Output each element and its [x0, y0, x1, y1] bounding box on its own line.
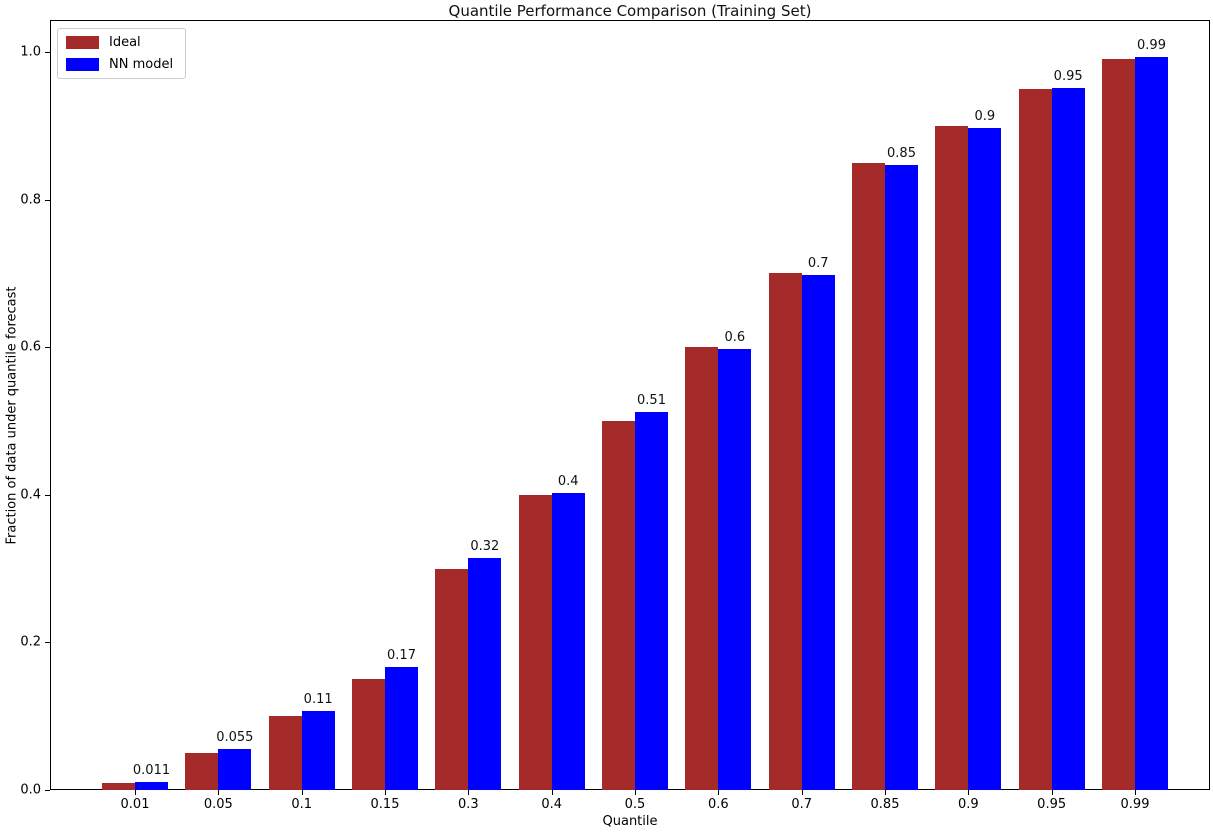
- x-tick-mark: [301, 790, 303, 795]
- bar-value-label: 0.4: [557, 473, 579, 489]
- bar-value-label: 0.85: [887, 145, 916, 161]
- bar-value-label: 0.9: [974, 109, 996, 125]
- x-tick-label: 0.85: [870, 797, 900, 812]
- bar-ideal: [268, 716, 302, 790]
- x-tick-label: 0.6: [707, 797, 729, 812]
- bar-value-label: 0.51: [637, 393, 666, 409]
- bar-ideal: [602, 421, 635, 790]
- bar-nn-model: [385, 667, 418, 790]
- bar-ideal: [102, 782, 135, 790]
- bar-nn-model: [801, 274, 835, 790]
- y-tick-mark: [45, 642, 50, 644]
- bar-ideal: [852, 162, 885, 790]
- legend-entry: NN model: [66, 57, 173, 72]
- bar-nn-model: [718, 349, 752, 790]
- legend-label: NN model: [109, 57, 174, 72]
- x-tick-label: 0.01: [120, 797, 150, 812]
- x-tick-mark: [718, 790, 720, 795]
- bar-value-label: 0.055: [216, 730, 254, 746]
- x-tick-mark: [1051, 790, 1053, 795]
- x-tick-mark: [801, 790, 803, 795]
- x-tick-label: 0.7: [791, 797, 812, 812]
- y-tick-mark: [45, 347, 50, 349]
- bar-nn-model: [468, 557, 502, 790]
- y-tick-label: 1.0: [20, 44, 41, 60]
- legend-swatch: [66, 58, 99, 71]
- legend-label: Ideal: [109, 35, 141, 50]
- bar-value-label: 0.95: [1053, 69, 1083, 85]
- x-tick-label: 0.4: [541, 797, 562, 812]
- bar-ideal: [685, 347, 719, 790]
- bar-nn-model: [1051, 88, 1085, 790]
- x-tick-mark: [385, 790, 386, 795]
- x-tick-label: 0.9: [957, 797, 979, 812]
- y-axis-label: Fraction of data under quantile forecast: [4, 286, 20, 545]
- x-tick-mark: [635, 790, 636, 795]
- x-tick-mark: [885, 790, 886, 795]
- x-tick-label: 0.1: [291, 797, 312, 812]
- y-tick-mark: [45, 199, 50, 201]
- bar-nn-model: [968, 128, 1002, 790]
- legend: Ideal NN model: [57, 28, 187, 79]
- x-tick-mark: [218, 790, 220, 795]
- x-tick-label: 0.15: [370, 797, 400, 812]
- bar-nn-model: [1135, 57, 1168, 790]
- y-tick-mark: [45, 494, 50, 496]
- x-tick-mark: [551, 790, 553, 795]
- x-tick-mark: [135, 790, 136, 795]
- bar-ideal: [352, 679, 385, 790]
- bar-value-label: 0.99: [1137, 38, 1166, 54]
- x-tick-mark: [968, 790, 970, 795]
- bar-ideal: [185, 753, 219, 790]
- y-tick-mark: [45, 790, 50, 791]
- x-axis-label: Quantile: [602, 814, 658, 829]
- x-tick-mark: [468, 790, 470, 795]
- bar-nn-model: [218, 749, 252, 790]
- y-tick-label: 0.6: [20, 339, 41, 355]
- y-tick-label: 0.2: [20, 634, 41, 650]
- chart-title: Quantile Performance Comparison (Trainin…: [448, 2, 812, 20]
- legend-entry: Ideal: [66, 35, 173, 50]
- bar-ideal: [1018, 88, 1052, 790]
- bar-value-label: 0.11: [303, 692, 333, 708]
- bar-nn-model: [635, 412, 668, 790]
- x-tick-label: 0.05: [203, 797, 233, 812]
- bar-ideal: [435, 568, 469, 790]
- bar-value-label: 0.32: [470, 538, 500, 554]
- bar-value-label: 0.6: [724, 330, 746, 346]
- bar-ideal: [518, 494, 552, 790]
- bar-value-label: 0.011: [132, 762, 171, 778]
- legend-swatch: [66, 36, 99, 49]
- bar-nn-model: [301, 711, 335, 790]
- y-tick-label: 0.0: [20, 782, 41, 798]
- bar-value-label: 0.7: [807, 255, 829, 271]
- y-tick-mark: [45, 52, 50, 54]
- x-tick-label: 0.99: [1120, 797, 1150, 812]
- bar-value-label: 0.17: [387, 648, 416, 664]
- bar-ideal: [935, 125, 969, 790]
- bar-nn-model: [135, 781, 168, 790]
- y-tick-label: 0.8: [20, 192, 41, 208]
- bar-ideal: [768, 273, 802, 790]
- x-tick-mark: [1135, 790, 1136, 795]
- x-tick-label: 0.3: [457, 797, 479, 812]
- bar-nn-model: [551, 492, 585, 790]
- y-tick-label: 0.4: [20, 487, 41, 503]
- bar-nn-model: [885, 164, 918, 790]
- x-tick-label: 0.95: [1037, 797, 1067, 812]
- bar-ideal: [1102, 59, 1135, 790]
- x-tick-label: 0.5: [624, 797, 646, 812]
